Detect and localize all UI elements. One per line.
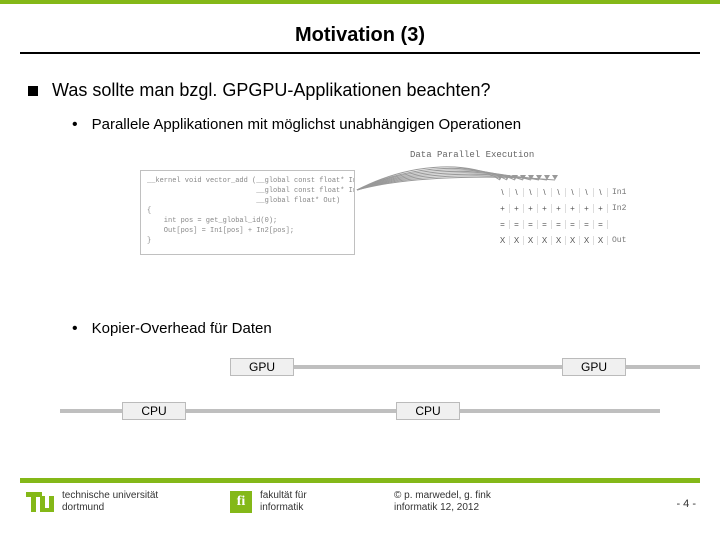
fak-line2: informatik — [260, 502, 307, 514]
vec-cell: \ — [538, 188, 552, 197]
vec-cell: \ — [566, 188, 580, 197]
vec-cell: = — [510, 220, 524, 229]
copy-line2: informatik 12, 2012 — [394, 502, 491, 514]
faculty-name: fakultät für informatik — [260, 490, 307, 514]
cpu-bar-0 — [60, 409, 122, 413]
faculty-logo: fi fakultät für informatik — [230, 490, 307, 514]
vec-cell: + — [594, 204, 608, 213]
vec-cell: + — [510, 204, 524, 213]
vec-cell: X — [594, 236, 608, 245]
main-bullet: Was sollte man bzgl. GPGPU-Applikationen… — [28, 80, 491, 101]
tu-logo-icon — [26, 490, 54, 514]
vec-cell: X — [538, 236, 552, 245]
vector-label-in2: In2 — [612, 204, 626, 213]
vector-label-in1: In1 — [612, 188, 626, 197]
vec-cell: = — [566, 220, 580, 229]
vec-cell: + — [524, 204, 538, 213]
vec-cell: X — [510, 236, 524, 245]
vec-cell: X — [580, 236, 594, 245]
cpu-box-1: CPU — [122, 402, 186, 420]
dot-bullet-icon: • — [72, 320, 78, 338]
vec-cell: = — [594, 220, 608, 229]
vec-cell: X — [524, 236, 538, 245]
sub-bullet-1-text: Parallele Applikationen mit möglichst un… — [92, 116, 521, 133]
dot-bullet-icon: • — [72, 116, 78, 134]
vec-cell: + — [580, 204, 594, 213]
sub-bullet-2: • Kopier-Overhead für Daten — [72, 320, 272, 338]
university-name: technische universität dortmund — [62, 490, 158, 514]
title-underline — [20, 52, 700, 54]
vector-row-eq: ======== — [496, 220, 608, 229]
gpu-bar-1 — [294, 365, 562, 369]
vec-cell: \ — [510, 188, 524, 197]
vec-cell: = — [524, 220, 538, 229]
footer-rule — [20, 478, 700, 483]
tu-logo: technische universität dortmund — [26, 490, 158, 514]
vector-label-out: Out — [612, 236, 626, 245]
vec-cell: \ — [580, 188, 594, 197]
slide-title: Motivation (3) — [295, 24, 425, 46]
cpu-bar-2 — [460, 409, 660, 413]
square-bullet-icon — [28, 86, 38, 96]
code-snippet: __kernel void vector_add (__global const… — [140, 170, 355, 255]
page-number: - 4 - — [676, 498, 696, 510]
title-container: Motivation (3) — [0, 24, 720, 47]
fak-line1: fakultät für — [260, 490, 307, 502]
footer: technische universität dortmund fi fakul… — [0, 490, 720, 534]
vec-cell: + — [538, 204, 552, 213]
vector-row-in1: \\\\\\\\ — [496, 188, 608, 197]
vec-cell: X — [496, 236, 510, 245]
uni-line1: technische universität — [62, 490, 158, 502]
vec-cell: X — [566, 236, 580, 245]
vector-row-op: ++++++++ — [496, 204, 608, 213]
vector-row-out: XXXXXXXX — [496, 236, 608, 245]
vec-cell: = — [552, 220, 566, 229]
vec-cell: + — [496, 204, 510, 213]
gpu-bar-2 — [626, 365, 700, 369]
vec-cell: \ — [594, 188, 608, 197]
sub-bullet-1: • Parallele Applikationen mit möglichst … — [72, 116, 521, 134]
cpu-box-2: CPU — [396, 402, 460, 420]
fanout-arrows-icon — [355, 150, 605, 280]
vec-cell: + — [552, 204, 566, 213]
vec-cell: X — [552, 236, 566, 245]
vec-cell: \ — [496, 188, 510, 197]
main-bullet-text: Was sollte man bzgl. GPGPU-Applikationen… — [52, 80, 491, 101]
gpu-box-1: GPU — [230, 358, 294, 376]
vec-cell: \ — [524, 188, 538, 197]
vec-cell: \ — [552, 188, 566, 197]
top-accent-bar — [0, 0, 720, 4]
vec-cell: = — [538, 220, 552, 229]
uni-line2: dortmund — [62, 502, 158, 514]
data-parallel-diagram: Data Parallel Execution __kernel void ve… — [140, 140, 610, 290]
vec-cell: + — [566, 204, 580, 213]
sub-bullet-2-text: Kopier-Overhead für Daten — [92, 320, 272, 337]
copy-line1: © p. marwedel, g. fink — [394, 490, 491, 502]
vec-cell: = — [580, 220, 594, 229]
vec-cell: = — [496, 220, 510, 229]
copyright: © p. marwedel, g. fink informatik 12, 20… — [394, 490, 491, 514]
gpu-box-2: GPU — [562, 358, 626, 376]
cpu-bar-1 — [186, 409, 396, 413]
fi-logo-icon: fi — [230, 491, 252, 513]
